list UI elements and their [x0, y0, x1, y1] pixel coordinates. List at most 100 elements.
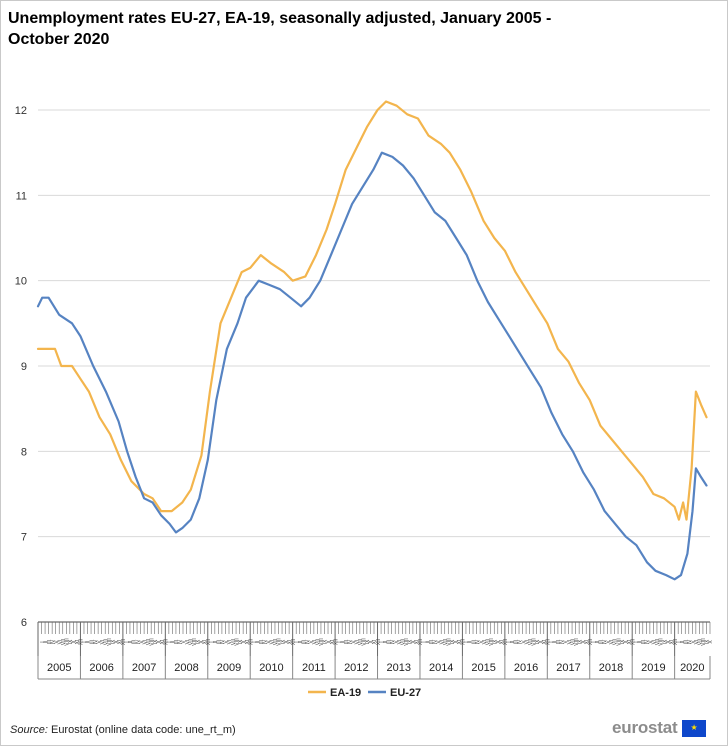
- month-tick-label: VIII: [659, 638, 665, 646]
- month-tick-label: X: [72, 640, 78, 644]
- month-tick-label: V: [436, 640, 442, 644]
- year-label: 2013: [387, 662, 411, 674]
- month-tick-label: VII: [401, 639, 407, 645]
- legend: EA-19 EU-27: [308, 687, 421, 699]
- month-tick-label: X: [581, 640, 587, 644]
- month-tick-label: II: [43, 641, 49, 644]
- month-tick-label: I: [210, 641, 216, 642]
- year-label: 2009: [217, 662, 241, 674]
- eurostat-logo: eurostat ★: [612, 718, 707, 738]
- month-tick-label: V: [181, 640, 187, 644]
- month-tick-label: VII: [655, 639, 661, 645]
- month-tick-label: III: [514, 640, 520, 644]
- month-tick-label: V: [351, 640, 357, 644]
- month-tick-label: IX: [450, 639, 456, 644]
- year-label: 2017: [556, 662, 580, 674]
- month-tick-label: III: [556, 640, 562, 644]
- month-tick-label: X: [156, 640, 162, 644]
- month-tick-label: II: [468, 641, 474, 644]
- month-tick-label: IV: [645, 639, 651, 644]
- month-tick-label: XII: [673, 639, 679, 645]
- month-tick-label: II: [595, 641, 601, 644]
- month-tick-label: VI: [694, 640, 700, 645]
- month-tick-label: III: [132, 640, 138, 644]
- month-tick-label: XI: [627, 640, 633, 645]
- month-tick-label: X: [454, 640, 460, 644]
- month-tick-label: VIII: [404, 638, 410, 646]
- month-tick-label: VI: [567, 640, 573, 645]
- month-tick-label: XII: [376, 639, 382, 645]
- month-tick-label: I: [634, 641, 640, 642]
- month-tick-label: IV: [305, 639, 311, 644]
- month-tick-label: XII: [461, 639, 467, 645]
- month-tick-label: IX: [620, 639, 626, 644]
- month-tick-label: V: [563, 640, 569, 644]
- month-tick-label: VI: [439, 640, 445, 645]
- month-tick-label: IX: [577, 639, 583, 644]
- month-tick-label: IX: [238, 639, 244, 644]
- month-tick-label: X: [241, 640, 247, 644]
- month-ticks: [37, 622, 711, 656]
- month-tick-label: IV: [517, 639, 523, 644]
- month-tick-label: III: [217, 640, 223, 644]
- year-label: 2012: [344, 662, 368, 674]
- month-tick-label: IV: [135, 639, 141, 644]
- month-tick-label: VIII: [447, 638, 453, 646]
- year-label: 2014: [429, 662, 453, 674]
- month-tick-label: VIII: [701, 638, 707, 646]
- month-tick-label: IV: [347, 639, 353, 644]
- month-tick-label: II: [425, 641, 431, 644]
- month-tick-label: VIII: [192, 638, 198, 646]
- month-tick-label: IV: [263, 639, 269, 644]
- month-tick-label: II: [340, 641, 346, 644]
- month-tick-label: XI: [457, 640, 463, 645]
- month-tick-label: VII: [443, 639, 449, 645]
- source-note: Source: Eurostat (online data code: une_…: [10, 724, 236, 736]
- year-label: 2010: [259, 662, 283, 674]
- month-tick-label: VIII: [65, 638, 71, 646]
- month-tick-label: III: [344, 640, 350, 644]
- month-tick-label: I: [337, 641, 343, 642]
- month-tick-label: VIII: [531, 638, 537, 646]
- month-tick-label: II: [256, 641, 262, 644]
- month-tick-label: XII: [248, 639, 254, 645]
- month-tick-label: XII: [546, 639, 552, 645]
- year-label: 2019: [641, 662, 665, 674]
- month-tick-label: VII: [528, 639, 534, 645]
- month-tick-label: VIII: [277, 638, 283, 646]
- year-label: 2018: [599, 662, 623, 674]
- month-tick-label: I: [82, 641, 88, 642]
- month-tick-label: VII: [698, 639, 704, 645]
- month-tick-label: VI: [524, 640, 530, 645]
- month-tick-label: V: [139, 640, 145, 644]
- y-tick-label: 8: [21, 446, 27, 458]
- month-tick-label: XI: [287, 640, 293, 645]
- month-tick-label: I: [507, 641, 513, 642]
- month-tick-label: VII: [103, 639, 109, 645]
- month-tick-label: XII: [164, 639, 170, 645]
- month-tick-label: XI: [542, 640, 548, 645]
- month-tick-label: VII: [485, 639, 491, 645]
- month-tick-label: III: [89, 640, 95, 644]
- month-tick-label: I: [125, 641, 131, 642]
- month-tick-label: IV: [50, 639, 56, 644]
- month-tick-label: IV: [475, 639, 481, 644]
- month-tick-label: IX: [68, 639, 74, 644]
- month-tick-label: I: [167, 641, 173, 642]
- year-label: 2011: [302, 662, 326, 674]
- month-tick-label: V: [648, 640, 654, 644]
- y-axis-labels: 6 7 8 9 10 11 12: [15, 105, 27, 629]
- month-tick-label: IV: [178, 639, 184, 644]
- gridlines: [38, 109, 710, 538]
- month-tick-label: VI: [227, 640, 233, 645]
- month-tick-label: V: [224, 640, 230, 644]
- month-tick-label: II: [171, 641, 177, 644]
- month-tick-label: X: [708, 640, 714, 644]
- year-label: 2016: [514, 662, 538, 674]
- month-tick-label: VIII: [574, 638, 580, 646]
- month-tick-label: XII: [503, 639, 509, 645]
- month-tick-label: III: [386, 640, 392, 644]
- month-tick-label: XI: [202, 640, 208, 645]
- month-tick-label: XII: [79, 639, 85, 645]
